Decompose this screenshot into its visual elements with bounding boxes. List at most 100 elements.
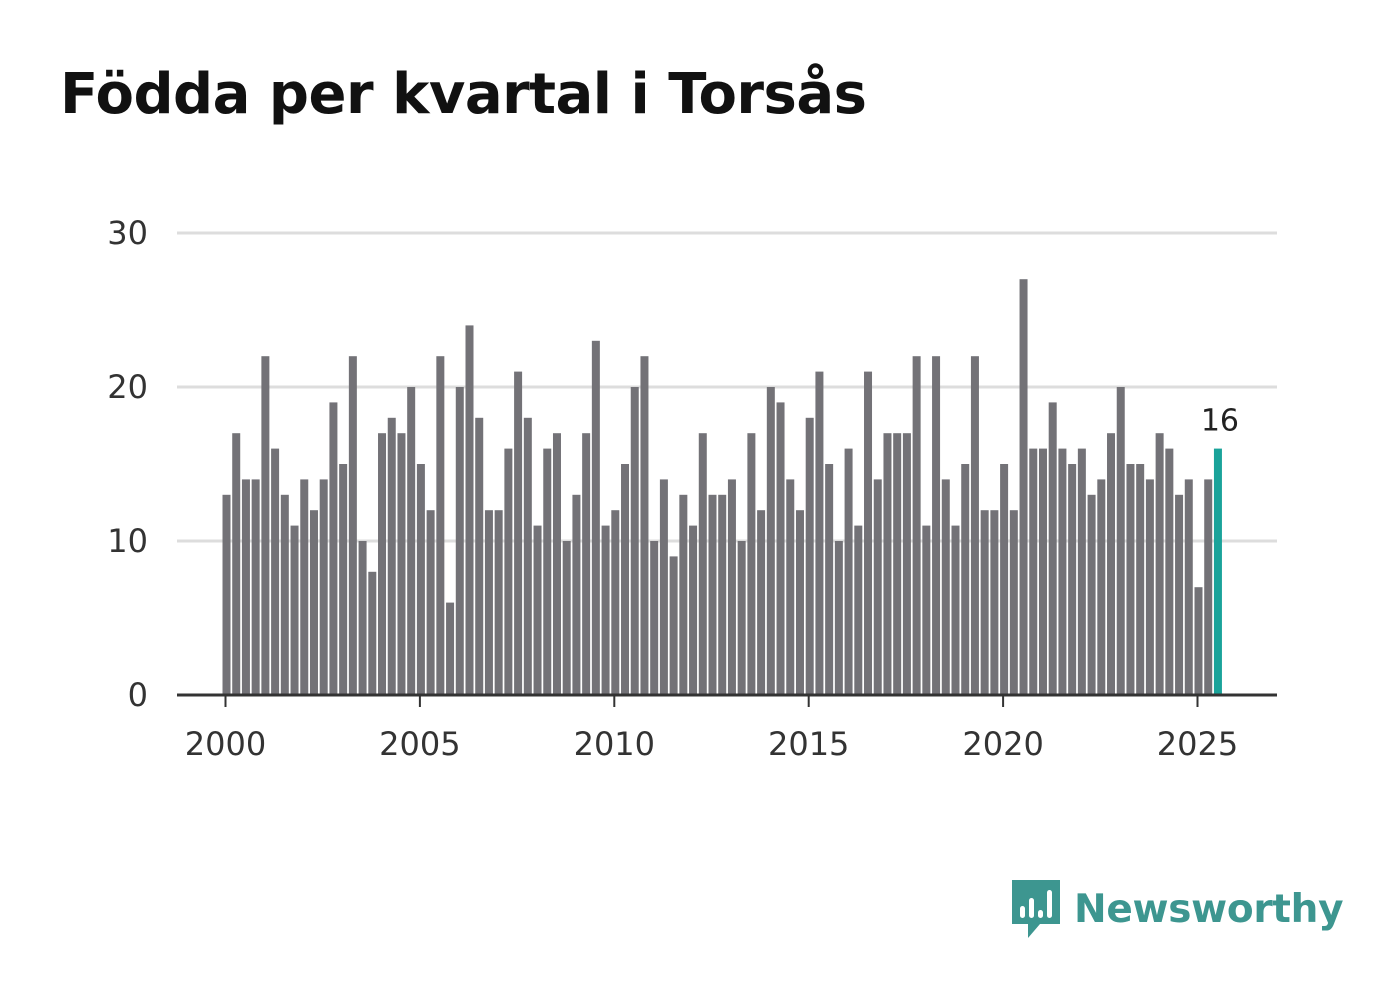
bar (990, 510, 999, 695)
bar (543, 448, 552, 695)
bar (1000, 464, 1009, 695)
newsworthy-logo-icon (1012, 880, 1060, 938)
bar (659, 479, 668, 695)
bar (689, 525, 698, 695)
bar (795, 510, 804, 695)
bar (455, 387, 464, 695)
bar (1097, 479, 1106, 695)
bar (232, 433, 241, 695)
x-tick-label: 2025 (1157, 725, 1238, 763)
bar (552, 433, 561, 695)
bar (1184, 479, 1193, 695)
bar (348, 356, 357, 695)
bar (912, 356, 921, 695)
x-tick-label: 2005 (379, 725, 460, 763)
x-tick-label: 2020 (962, 725, 1043, 763)
bar (446, 602, 455, 695)
highlight-data-label: 16 (1201, 404, 1239, 439)
bar (397, 433, 406, 695)
bar (251, 479, 260, 695)
bar (630, 387, 639, 695)
bar (844, 448, 853, 695)
bar (358, 541, 367, 695)
bar (650, 541, 659, 695)
bar (426, 510, 435, 695)
bar (786, 479, 795, 695)
bar (669, 556, 678, 695)
bar (1126, 464, 1135, 695)
bar (1145, 479, 1154, 695)
bar (1204, 479, 1213, 695)
bar (825, 464, 834, 695)
bar (582, 433, 591, 695)
bar (271, 448, 280, 695)
bar (902, 433, 911, 695)
labels: 0 10 20 30 16 2000 2005 2010 2015 2020 2025 (107, 214, 1239, 763)
bar (436, 356, 445, 695)
bar (970, 356, 979, 695)
bar (698, 433, 707, 695)
bar (523, 417, 532, 695)
bar (1038, 448, 1047, 695)
bar (416, 464, 425, 695)
bar (747, 433, 756, 695)
bar (961, 464, 970, 695)
x-tick-label: 2015 (768, 725, 849, 763)
bar (640, 356, 649, 695)
chart-title: Födda per kvartal i Torsås (60, 62, 867, 127)
bar (1087, 494, 1096, 695)
bar (601, 525, 610, 695)
y-tick-label: 20 (107, 368, 148, 406)
bar (757, 510, 766, 695)
bar (805, 417, 814, 695)
bar (1068, 464, 1077, 695)
y-tick-label: 30 (107, 214, 148, 252)
bar (368, 571, 377, 695)
bar (572, 494, 581, 695)
bar (494, 510, 503, 695)
bar (864, 371, 873, 695)
bar (1019, 279, 1028, 695)
bar (591, 340, 600, 695)
bar-highlight (1213, 448, 1222, 695)
bar (679, 494, 688, 695)
bar-chart: 0 10 20 30 16 2000 2005 2010 2015 2020 2025 (107, 214, 1277, 763)
bar (941, 479, 950, 695)
bar (533, 525, 542, 695)
bar (339, 464, 348, 695)
bar (1009, 510, 1018, 695)
bar (708, 494, 717, 695)
bar (280, 494, 289, 695)
y-tick-label: 10 (107, 522, 148, 560)
bar (922, 525, 931, 695)
bar (834, 541, 843, 695)
bar (611, 510, 620, 695)
bar (261, 356, 270, 695)
x-tick-label: 2010 (574, 725, 655, 763)
bar (300, 479, 309, 695)
bar (1107, 433, 1116, 695)
bar (1175, 494, 1184, 695)
bar (951, 525, 960, 695)
bar (241, 479, 250, 695)
bar (932, 356, 941, 695)
bar (387, 417, 396, 695)
brand-name: Newsworthy (1074, 886, 1344, 932)
bars (222, 279, 1222, 695)
bar (309, 510, 318, 695)
bar (319, 479, 328, 695)
bar (1136, 464, 1145, 695)
bar (1058, 448, 1067, 695)
bar (727, 479, 736, 695)
x-tick-label: 2000 (185, 725, 266, 763)
bar (766, 387, 775, 695)
bar (737, 541, 746, 695)
bar (504, 448, 513, 695)
bar (222, 494, 231, 695)
bar (484, 510, 493, 695)
bar (776, 402, 785, 695)
bar (621, 464, 630, 695)
bar (1155, 433, 1164, 695)
bar (378, 433, 387, 695)
bar (815, 371, 824, 695)
